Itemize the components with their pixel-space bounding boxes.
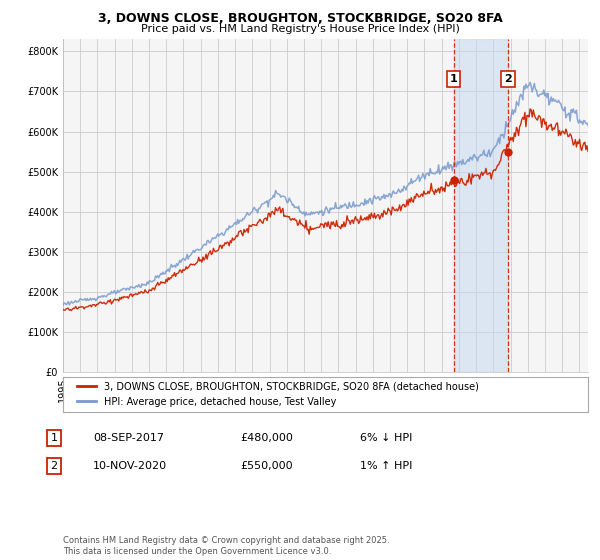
Text: 6% ↓ HPI: 6% ↓ HPI xyxy=(360,433,412,443)
Text: £550,000: £550,000 xyxy=(240,461,293,471)
Text: £480,000: £480,000 xyxy=(240,433,293,443)
Text: 1: 1 xyxy=(449,74,457,84)
Text: 1% ↑ HPI: 1% ↑ HPI xyxy=(360,461,412,471)
Text: 08-SEP-2017: 08-SEP-2017 xyxy=(93,433,164,443)
Legend: 3, DOWNS CLOSE, BROUGHTON, STOCKBRIDGE, SO20 8FA (detached house), HPI: Average : 3, DOWNS CLOSE, BROUGHTON, STOCKBRIDGE, … xyxy=(73,378,483,410)
Text: 1: 1 xyxy=(50,433,58,443)
Text: Price paid vs. HM Land Registry's House Price Index (HPI): Price paid vs. HM Land Registry's House … xyxy=(140,24,460,34)
Bar xyxy=(454,39,508,372)
Text: 3, DOWNS CLOSE, BROUGHTON, STOCKBRIDGE, SO20 8FA: 3, DOWNS CLOSE, BROUGHTON, STOCKBRIDGE, … xyxy=(98,12,502,25)
Text: Contains HM Land Registry data © Crown copyright and database right 2025.
This d: Contains HM Land Registry data © Crown c… xyxy=(63,536,389,556)
Text: 10-NOV-2020: 10-NOV-2020 xyxy=(93,461,167,471)
Text: 2: 2 xyxy=(504,74,512,84)
Text: 2: 2 xyxy=(50,461,58,471)
